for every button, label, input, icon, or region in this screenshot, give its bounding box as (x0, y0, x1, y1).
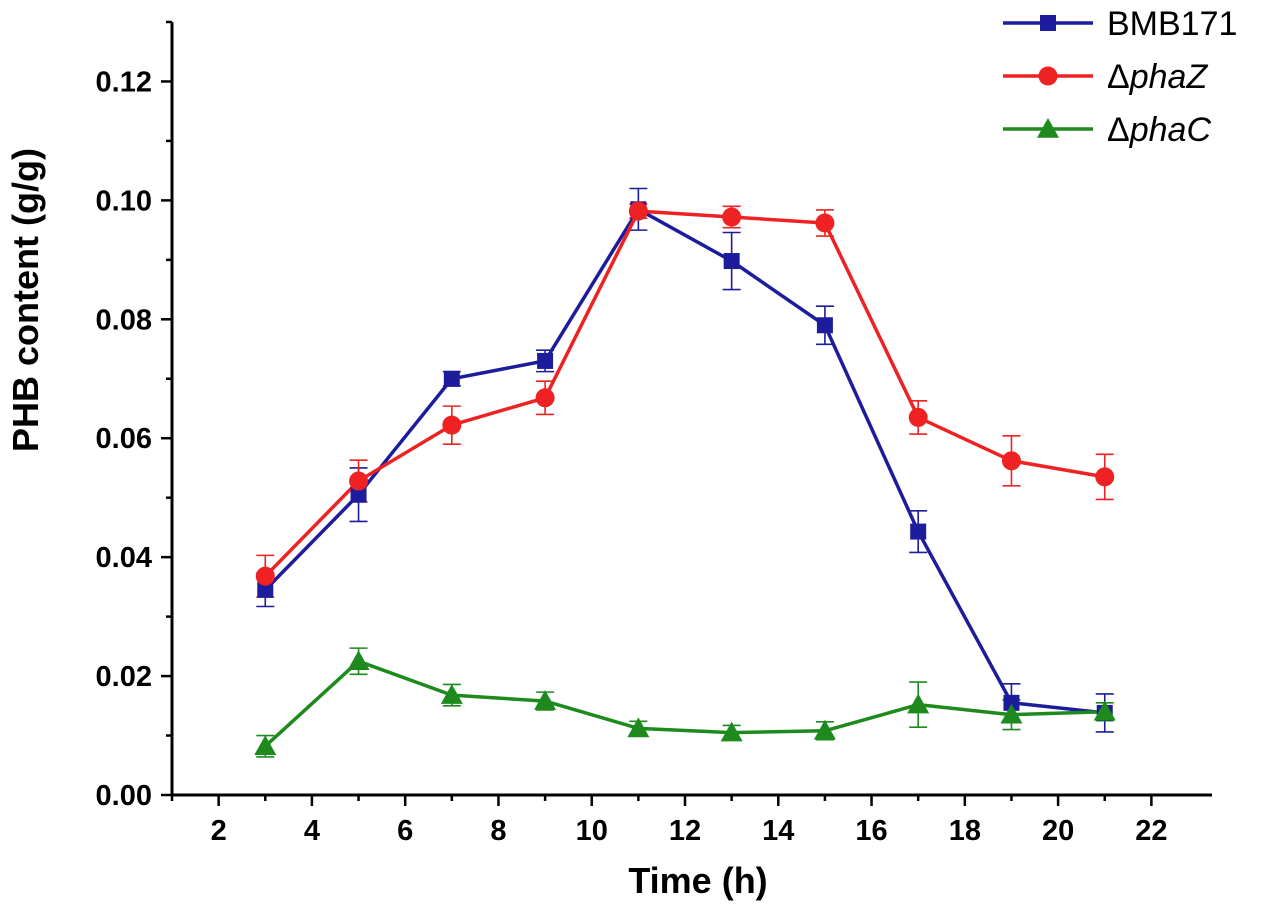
data-point-square (910, 523, 927, 540)
x-tick-label: 8 (490, 815, 506, 847)
data-point-square (537, 352, 554, 369)
data-point-triangle (720, 721, 743, 742)
x-tick-label: 6 (397, 815, 413, 847)
data-point-triangle (254, 735, 277, 756)
y-tick-label: 0.04 (96, 542, 152, 574)
x-tick-label: 14 (762, 815, 794, 847)
data-point-triangle (907, 693, 930, 714)
data-point-circle (628, 201, 648, 221)
data-point-square (257, 581, 274, 598)
data-point-square (350, 486, 367, 503)
x-axis-title: Time (h) (628, 860, 767, 901)
y-tick-label: 0.00 (96, 780, 152, 812)
legend-marker (1038, 66, 1058, 86)
data-point-triangle (1093, 700, 1116, 721)
data-point-circle (535, 388, 555, 408)
y-axis-title: PHB content (g/g) (5, 148, 46, 452)
data-point-square (443, 370, 460, 387)
y-tick-label: 0.10 (96, 185, 152, 217)
data-point-triangle (534, 690, 557, 710)
data-point-triangle (440, 684, 463, 704)
y-tick-label: 0.06 (96, 423, 152, 455)
legend-marker (1040, 15, 1056, 31)
axes: 2 4 6 8 10 12 14 16 18 20 22 0.00 0.02 0.04 0.06 0.08 0.… (96, 20, 1212, 847)
x-tick-label: 12 (669, 815, 701, 847)
x-tick-label: 18 (949, 815, 981, 847)
legend-label: ΔphaZ (1107, 58, 1208, 96)
data-point-circle (255, 566, 275, 586)
x-tick-label: 10 (576, 815, 608, 847)
data-point-circle (815, 213, 835, 233)
data-point-triangle (813, 719, 836, 740)
data-point-circle (349, 471, 369, 491)
data-point-square (1003, 694, 1020, 711)
y-tick-label: 0.02 (96, 661, 152, 693)
legend-label: BMB171 (1107, 5, 1237, 43)
x-tick-label: 22 (1135, 815, 1167, 847)
x-tick-label: 2 (211, 815, 227, 847)
data-point-circle (1001, 451, 1021, 471)
y-tick-label: 0.08 (96, 304, 152, 336)
data-point-square (723, 253, 740, 270)
series-lines (264, 207, 1105, 748)
series-line-triangle (264, 659, 1105, 748)
x-tick-label: 20 (1042, 815, 1074, 847)
y-tick-label: 0.12 (96, 66, 152, 98)
series-line-circle (264, 209, 1105, 578)
data-point-triangle (1000, 703, 1023, 724)
series-line-square (264, 207, 1105, 715)
data-point-circle (722, 207, 742, 227)
data-point-square (816, 317, 833, 334)
data-point-circle (908, 407, 928, 427)
legend: BMB171 ΔphaZ ΔphaC (1003, 5, 1237, 149)
data-point-circle (1095, 467, 1115, 487)
x-tick-label: 4 (304, 815, 320, 847)
data-point-triangle (347, 650, 370, 671)
x-tick-label: 16 (855, 815, 887, 847)
legend-marker (1037, 118, 1059, 138)
data-point-triangle (627, 717, 650, 738)
data-point-circle (442, 415, 462, 435)
legend-label: ΔphaC (1107, 111, 1211, 149)
series-markers (254, 201, 1116, 756)
